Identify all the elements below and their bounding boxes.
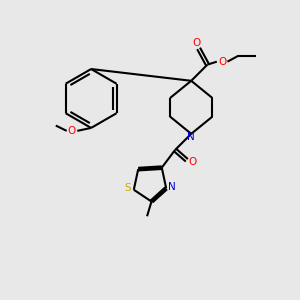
Text: N: N	[187, 132, 195, 142]
Text: O: O	[218, 57, 226, 67]
Text: S: S	[124, 183, 131, 193]
Text: O: O	[188, 157, 196, 167]
Text: O: O	[68, 126, 76, 136]
Text: N: N	[168, 182, 176, 192]
Text: O: O	[192, 38, 200, 48]
